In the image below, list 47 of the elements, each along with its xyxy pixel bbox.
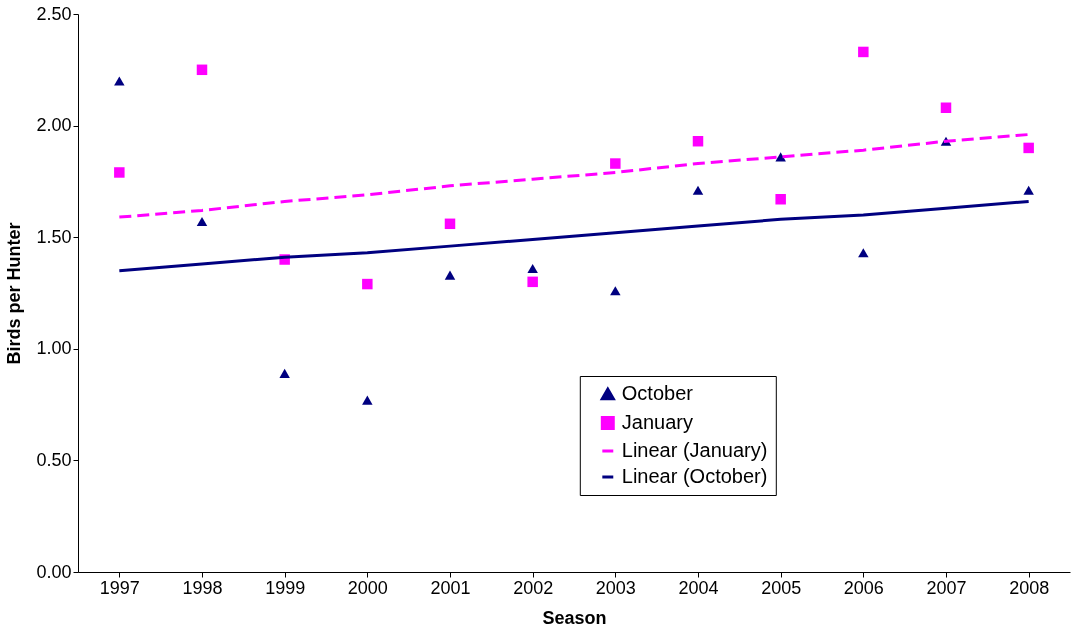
x-tick-label: 2001	[430, 577, 471, 598]
point	[196, 217, 208, 227]
point	[692, 185, 704, 195]
x-tick-label: 2006	[843, 577, 884, 598]
point	[114, 167, 125, 178]
point	[527, 276, 538, 288]
x-tick-label: 2005	[761, 577, 802, 598]
point	[610, 286, 621, 296]
point	[114, 76, 125, 86]
point	[362, 278, 373, 290]
legend-label: October	[621, 382, 694, 404]
y-tick-label: 2.00	[36, 115, 72, 136]
point	[196, 64, 208, 76]
x-tick-label: 2003	[595, 577, 636, 598]
y-axis-title: Birds per Hunter	[4, 222, 25, 365]
point	[775, 194, 786, 205]
legend-label: January	[621, 411, 693, 433]
legend-label: Linear (January)	[621, 439, 768, 461]
y-tick-label: 0.00	[36, 561, 72, 582]
point	[279, 368, 290, 378]
line-series	[117, 133, 1031, 219]
y-tick-label: 0.50	[36, 449, 72, 470]
point	[1023, 185, 1034, 195]
x-tick-label: 2008	[1009, 577, 1050, 598]
y-tick-label: 1.50	[36, 226, 72, 247]
x-tick-label: 2002	[513, 577, 554, 598]
x-tick-label: 1999	[265, 577, 306, 598]
line-series	[117, 199, 1031, 273]
x-tick-label: 2000	[347, 577, 388, 598]
point	[610, 158, 621, 169]
point	[940, 102, 952, 113]
x-tick-label: 1998	[182, 577, 223, 598]
point	[692, 135, 704, 147]
point	[444, 218, 456, 230]
point	[1023, 142, 1034, 154]
y-tick-label: 1.00	[36, 338, 72, 359]
x-tick-label: 2004	[678, 577, 719, 598]
x-axis-title: Season	[542, 607, 607, 628]
y-tick-label: 2.50	[36, 3, 72, 24]
point	[858, 46, 869, 58]
point	[444, 270, 456, 280]
legend-label: Linear (October)	[621, 465, 768, 487]
x-tick-label: 2007	[926, 577, 967, 598]
point	[527, 263, 538, 273]
x-tick-label: 1997	[99, 577, 140, 598]
point	[362, 395, 373, 405]
point	[858, 248, 869, 258]
